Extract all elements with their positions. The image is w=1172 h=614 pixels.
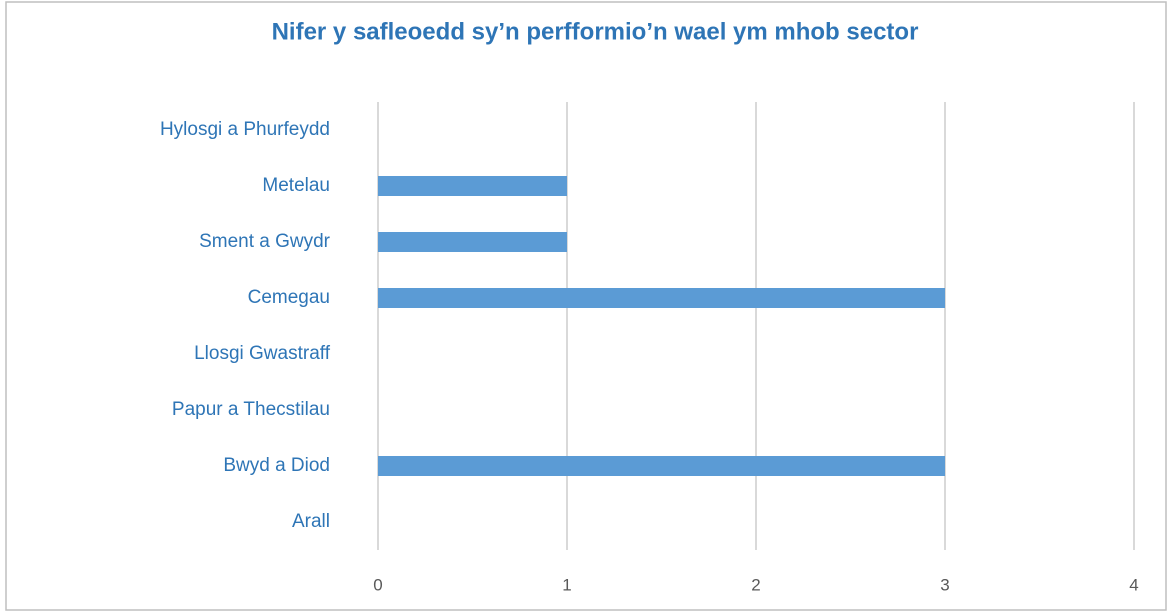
y-tick-label: Llosgi Gwastraff	[194, 343, 331, 364]
y-tick-label: Papur a Thecstilau	[172, 399, 330, 420]
x-tick-label: 3	[940, 575, 949, 594]
chart-title: Nifer y safleoedd sy’n perfformio’n wael…	[272, 18, 919, 45]
x-tick-label: 1	[562, 575, 571, 594]
y-tick-label: Hylosgi a Phurfeydd	[160, 119, 330, 140]
bar	[378, 176, 567, 196]
y-tick-label: Sment a Gwydr	[199, 231, 331, 252]
y-tick-label: Bwyd a Diod	[223, 455, 330, 476]
y-tick-label: Arall	[292, 511, 330, 532]
bar	[378, 456, 945, 476]
y-tick-label: Cemegau	[248, 287, 330, 308]
y-tick-label: Metelau	[262, 175, 330, 196]
x-tick-label: 0	[373, 575, 382, 594]
bar	[378, 232, 567, 252]
x-tick-label: 2	[751, 575, 760, 594]
bar	[378, 288, 945, 308]
x-tick-label: 4	[1129, 575, 1138, 594]
